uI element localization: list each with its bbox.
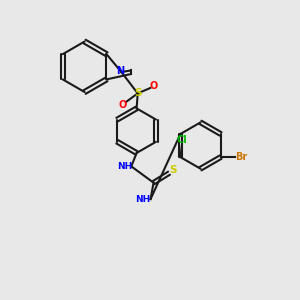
Text: NH: NH — [117, 162, 132, 171]
Text: Cl: Cl — [177, 136, 188, 146]
Text: O: O — [119, 100, 127, 110]
Text: S: S — [134, 88, 142, 98]
Text: O: O — [150, 81, 158, 91]
Text: S: S — [170, 165, 177, 175]
Text: N: N — [116, 66, 124, 76]
Text: NH: NH — [136, 194, 151, 203]
Text: Br: Br — [235, 152, 247, 162]
